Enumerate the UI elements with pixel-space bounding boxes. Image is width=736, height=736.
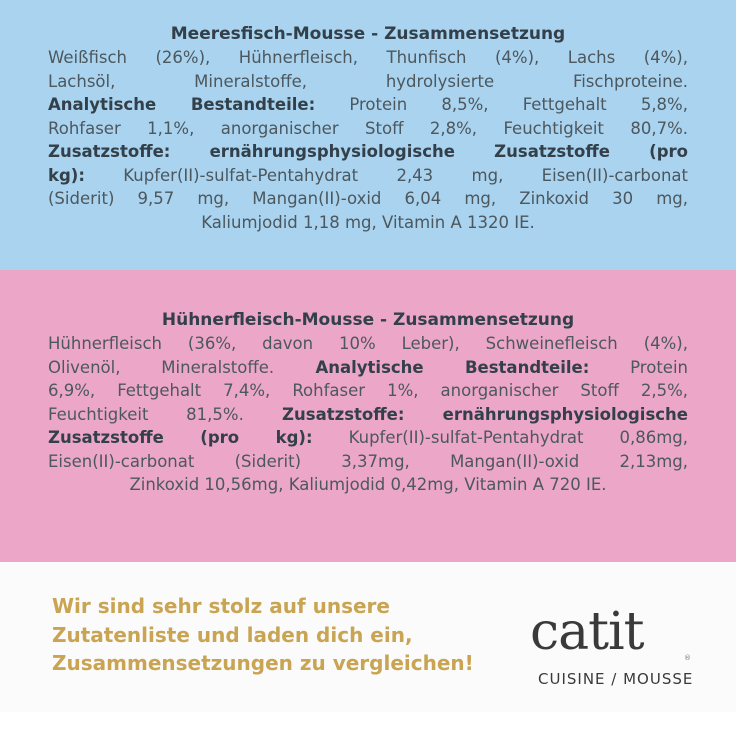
logo-wordmark: catit: [530, 602, 645, 662]
slogan-line: Zutatenliste und laden dich ein,: [52, 622, 413, 647]
huehnerfleisch-composition-panel: Hühnerfleisch-Mousse - Zusammensetzung H…: [0, 270, 736, 562]
brand-footer: Wir sind sehr stolz auf unsere Zutatenli…: [0, 562, 736, 712]
text-run: Feuchtigkeit 81,5%.: [48, 404, 244, 424]
text-run: Lachsöl, Mineralstoffe, hydrolysierte Fi…: [48, 71, 688, 91]
meeresfisch-title: Meeresfisch-Mousse - Zusammensetzung: [170, 24, 566, 44]
bold-label: kg):: [48, 165, 85, 185]
composition-line: Zusatzstoffe (pro kg): Kupfer(II)-sulfat…: [48, 426, 688, 450]
text-run: Protein 8,5%, Fettgehalt 5,8%,: [315, 95, 688, 114]
catit-logo: catit ® CUISINE / MOUSSE: [530, 602, 700, 702]
composition-line: Weißfisch (26%), Hühnerfleisch, Thunfisc…: [48, 46, 688, 70]
composition-line: Lachsöl, Mineralstoffe, hydrolysierte Fi…: [48, 70, 688, 94]
text-run: Zinkoxid 10,56mg, Kaliumjodid 0,42mg, Vi…: [129, 475, 607, 494]
registered-mark: ®: [684, 654, 691, 662]
composition-line: Eisen(II)-carbonat (Siderit) 3,37mg, Man…: [48, 450, 688, 474]
text-run: Protein: [589, 357, 688, 377]
bold-label: Analytische Bestandteile:: [274, 357, 590, 377]
slogan-line: Wir sind sehr stolz auf unsere: [52, 594, 390, 618]
composition-line: 6,9%, Fettgehalt 7,4%, Rohfaser 1%, anor…: [48, 379, 688, 403]
huehnerfleisch-composition-text: Hühnerfleisch (36%, davon 10% Leber), Sc…: [48, 332, 688, 497]
logo-subtitle: CUISINE / MOUSSE: [538, 670, 694, 688]
text-run: Hühnerfleisch (36%, davon 10% Leber), Sc…: [48, 334, 688, 353]
bold-label: Zusatzstoffe (pro kg):: [48, 428, 313, 447]
bold-label: Analytische Bestandteile:: [48, 95, 316, 114]
slogan-line: Zusammensetzungen zu vergleichen!: [52, 651, 474, 675]
meeresfisch-composition-panel: Meeresfisch-Mousse - Zusammensetzung Wei…: [0, 0, 736, 270]
composition-line: Olivenöl, Mineralstoffe. Analytische Bes…: [48, 356, 688, 380]
text-run: Rohfaser 1,1%, anorganischer Stoff 2,8%,…: [48, 118, 688, 138]
meeresfisch-composition-text: Weißfisch (26%), Hühnerfleisch, Thunfisc…: [48, 46, 688, 234]
text-run: Kupfer(II)-sulfat-Pentahydrat 0,86mg,: [312, 428, 688, 447]
text-run: (Siderit) 9,57 mg, Mangan(II)-oxid 6,04 …: [48, 189, 688, 208]
text-run: 6,9%, Fettgehalt 7,4%, Rohfaser 1%, anor…: [48, 381, 688, 400]
composition-line: Hühnerfleisch (36%, davon 10% Leber), Sc…: [48, 332, 688, 356]
slogan: Wir sind sehr stolz auf unsere Zutatenli…: [52, 592, 512, 678]
composition-line: Feuchtigkeit 81,5%. Zusatzstoffe: ernähr…: [48, 403, 688, 427]
text-run: Kupfer(II)-sulfat-Pentahydrat 2,43 mg, E…: [84, 165, 688, 185]
bold-label: Zusatzstoffe: ernährungsphysiologische: [243, 404, 688, 424]
composition-line: Analytische Bestandteile: Protein 8,5%, …: [48, 93, 688, 117]
composition-line: Zusatzstoffe: ernährungsphysiologische Z…: [48, 140, 688, 164]
text-run: Kaliumjodid 1,18 mg, Vitamin A 1320 IE.: [201, 212, 535, 232]
composition-line: (Siderit) 9,57 mg, Mangan(II)-oxid 6,04 …: [48, 187, 688, 211]
text-run: Eisen(II)-carbonat (Siderit) 3,37mg, Man…: [48, 451, 688, 471]
bold-label: Zusatzstoffe: ernährungsphysiologische Z…: [48, 142, 688, 161]
composition-line: Kaliumjodid 1,18 mg, Vitamin A 1320 IE.: [48, 211, 688, 235]
huehnerfleisch-title: Hühnerfleisch-Mousse - Zusammensetzung: [161, 310, 575, 330]
text-run: Olivenöl, Mineralstoffe.: [48, 357, 275, 377]
composition-line: Zinkoxid 10,56mg, Kaliumjodid 0,42mg, Vi…: [48, 473, 688, 497]
composition-line: kg): Kupfer(II)-sulfat-Pentahydrat 2,43 …: [48, 164, 688, 188]
text-run: Weißfisch (26%), Hühnerfleisch, Thunfisc…: [48, 48, 688, 67]
composition-line: Rohfaser 1,1%, anorganischer Stoff 2,8%,…: [48, 117, 688, 141]
